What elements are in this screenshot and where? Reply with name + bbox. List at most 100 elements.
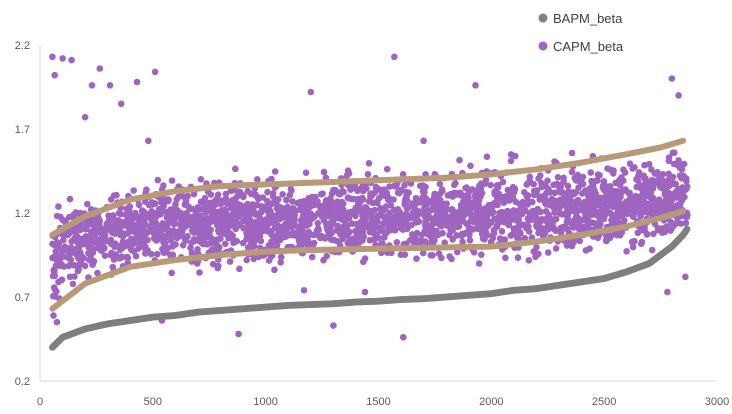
capm-beta-point [76, 209, 84, 217]
capm-beta-point [244, 187, 252, 195]
capm-beta-point [310, 231, 318, 239]
capm-beta-point [113, 191, 120, 199]
capm-beta-point [373, 198, 380, 206]
capm-beta-point [234, 212, 242, 220]
capm-beta-point [168, 269, 175, 277]
capm-beta-point [305, 221, 313, 228]
capm-beta-point [608, 216, 615, 224]
capm-beta-point [570, 208, 578, 215]
capm-beta-point [436, 190, 444, 197]
capm-beta-point [429, 231, 437, 238]
capm-beta-point [243, 205, 251, 213]
capm-beta-point [74, 267, 82, 275]
capm-beta-point [379, 240, 386, 247]
capm-beta-point [185, 203, 192, 210]
capm-beta-point [596, 199, 603, 207]
capm-beta-point [620, 166, 627, 173]
capm-beta-point [119, 253, 126, 261]
capm-beta-point [668, 75, 676, 82]
capm-beta-point [544, 225, 552, 232]
capm-beta-point [467, 162, 474, 170]
capm-beta-point [405, 189, 412, 196]
capm-beta-point [391, 219, 398, 227]
capm-beta-point [478, 189, 486, 197]
capm-beta-point [121, 221, 129, 229]
capm-beta-point [161, 234, 169, 242]
capm-beta-point [563, 242, 571, 249]
capm-beta-point [193, 260, 201, 267]
capm-beta-point [247, 243, 254, 250]
capm-beta-point [498, 211, 505, 219]
capm-beta-point [120, 230, 127, 237]
capm-beta-point [359, 196, 367, 203]
capm-beta-point [269, 193, 277, 200]
capm-beta-point [589, 180, 596, 187]
capm-beta-point [300, 287, 308, 294]
capm-beta-point [502, 254, 509, 262]
capm-beta-point [207, 191, 215, 198]
capm-beta-point [256, 233, 264, 240]
capm-beta-point [516, 207, 524, 215]
capm-beta-point [330, 322, 337, 329]
capm-beta-point [616, 176, 623, 184]
capm-beta-point [444, 222, 451, 229]
capm-beta-point [246, 211, 253, 218]
capm-beta-point [226, 258, 234, 265]
capm-beta-point [560, 174, 567, 182]
capm-beta-point [322, 200, 329, 207]
capm-beta-point [510, 225, 518, 232]
capm-beta-point [551, 189, 559, 197]
capm-beta-point [568, 189, 575, 197]
capm-beta-point [273, 205, 281, 212]
capm-beta-point [214, 264, 221, 272]
capm-beta-point [367, 193, 374, 201]
capm-beta-point [448, 206, 456, 213]
capm-beta-point [594, 234, 602, 242]
y-axis: 0.2 0.7 1.2 1.7 2.2 [15, 40, 41, 388]
capm-beta-point [265, 257, 273, 264]
capm-beta-point [67, 256, 75, 264]
capm-beta-point [523, 181, 531, 188]
capm-beta-point [188, 249, 196, 257]
capm-beta-point [553, 180, 561, 188]
capm-beta-point [632, 199, 640, 206]
capm-beta-point [559, 223, 567, 231]
capm-beta-point [297, 199, 304, 207]
capm-beta-point [329, 218, 337, 225]
capm-beta-point [145, 137, 152, 145]
capm-beta-point [216, 211, 223, 219]
capm-beta-point [677, 220, 685, 227]
capm-beta-point [81, 113, 89, 121]
capm-beta-point [230, 197, 237, 204]
x-tick-label: 0 [37, 396, 43, 408]
capm-beta-point [223, 200, 231, 207]
capm-beta-point [278, 232, 285, 239]
capm-beta-point [495, 190, 503, 198]
capm-beta-point [93, 226, 100, 233]
capm-beta-point [320, 256, 327, 264]
capm-beta-point [271, 266, 278, 274]
capm-beta-point [338, 209, 346, 217]
capm-beta-point [344, 167, 352, 174]
capm-beta-point [87, 254, 94, 262]
capm-beta-point [649, 194, 657, 202]
capm-beta-point [65, 262, 73, 270]
capm-beta-point [560, 195, 567, 202]
capm-beta-point [314, 219, 322, 227]
capm-beta-point [481, 236, 488, 243]
capm-beta-point [126, 223, 134, 230]
capm-beta-point [433, 212, 440, 220]
capm-beta-point [374, 218, 382, 225]
capm-beta-point [466, 237, 474, 244]
capm-beta-point [402, 210, 410, 218]
capm-beta-point [71, 228, 79, 236]
capm-beta-point [400, 217, 407, 225]
capm-beta-point [141, 222, 148, 230]
capm-beta-point [586, 199, 594, 206]
capm-beta-point [435, 250, 443, 257]
capm-beta-point [175, 193, 182, 201]
capm-beta-point [168, 177, 176, 184]
capm-beta-point [229, 210, 236, 218]
capm-beta-point [682, 219, 690, 227]
